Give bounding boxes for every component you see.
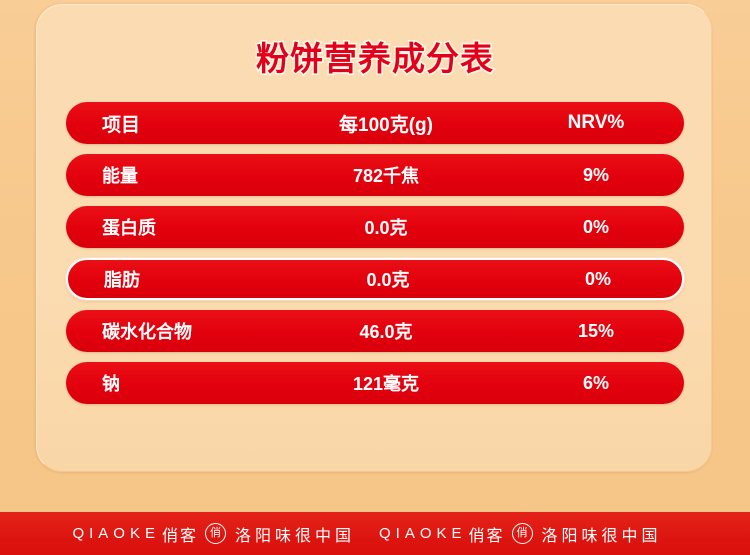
page-title: 粉饼营养成分表 — [254, 38, 494, 78]
footer-brand-unit: QIAOKE 俏客俏洛阳味很中国 — [68, 522, 375, 546]
nutrition-table: 项目 每100克(g) NRV% 能量 782千焦 9% 蛋白质 0.0克 0% 脂肪 0.0克 0%… — [66, 102, 684, 404]
brand-latin-text: QIAOKE — [379, 525, 467, 542]
brand-logo-icon: 俏 — [204, 523, 226, 544]
cell-nrv: 0% — [584, 268, 611, 289]
brand-logo-icon: 俏 — [511, 523, 533, 544]
cell-amount: 782千焦 — [352, 166, 420, 186]
cell-item-name: 蛋白质 — [102, 218, 156, 238]
table-row[interactable]: 碳水化合物 46.0克 15% — [66, 310, 684, 352]
brand-slogan-text: 洛阳味很中国 — [234, 527, 355, 545]
cell-amount: 46.0克 — [359, 322, 413, 342]
column-header-amount: 每100克(g) — [339, 114, 433, 136]
cell-nrv: 15% — [577, 320, 615, 341]
cell-item-name: 能量 — [102, 166, 138, 186]
footer-brand-unit: QIAOKE 俏客俏洛阳味很中国 — [375, 522, 682, 546]
cell-amount: 0.0克 — [364, 218, 408, 238]
table-row[interactable]: 钠 121毫克 6% — [66, 362, 684, 404]
table-row[interactable]: 能量 782千焦 9% — [66, 154, 684, 196]
cell-item-name: 脂肪 — [104, 270, 140, 290]
column-header-item: 项目 — [102, 114, 141, 136]
table-row[interactable]: 脂肪 0.0克 0% — [66, 258, 684, 300]
brand-cn-text: 俏客 — [468, 527, 505, 545]
table-row[interactable]: 蛋白质 0.0克 0% — [66, 206, 684, 248]
cell-nrv: 0% — [582, 216, 609, 237]
brand-slogan-text: 洛阳味很中国 — [541, 527, 662, 545]
cell-amount: 121毫克 — [352, 374, 420, 394]
cell-nrv: 9% — [582, 164, 609, 185]
brand-latin-text: QIAOKE — [72, 525, 160, 542]
column-header-nrv: NRV% — [567, 112, 625, 133]
brand-cn-text: 俏客 — [161, 527, 198, 545]
cell-amount: 0.0克 — [366, 270, 410, 290]
table-header-row[interactable]: 项目 每100克(g) NRV% — [66, 102, 684, 144]
footer-brand-banner: QIAOKE 俏客俏洛阳味很中国 QIAOKE 俏客俏洛阳味很中国 — [0, 512, 750, 555]
cell-item-name: 钠 — [102, 374, 120, 394]
cell-item-name: 碳水化合物 — [102, 322, 192, 342]
cell-nrv: 6% — [582, 372, 609, 393]
